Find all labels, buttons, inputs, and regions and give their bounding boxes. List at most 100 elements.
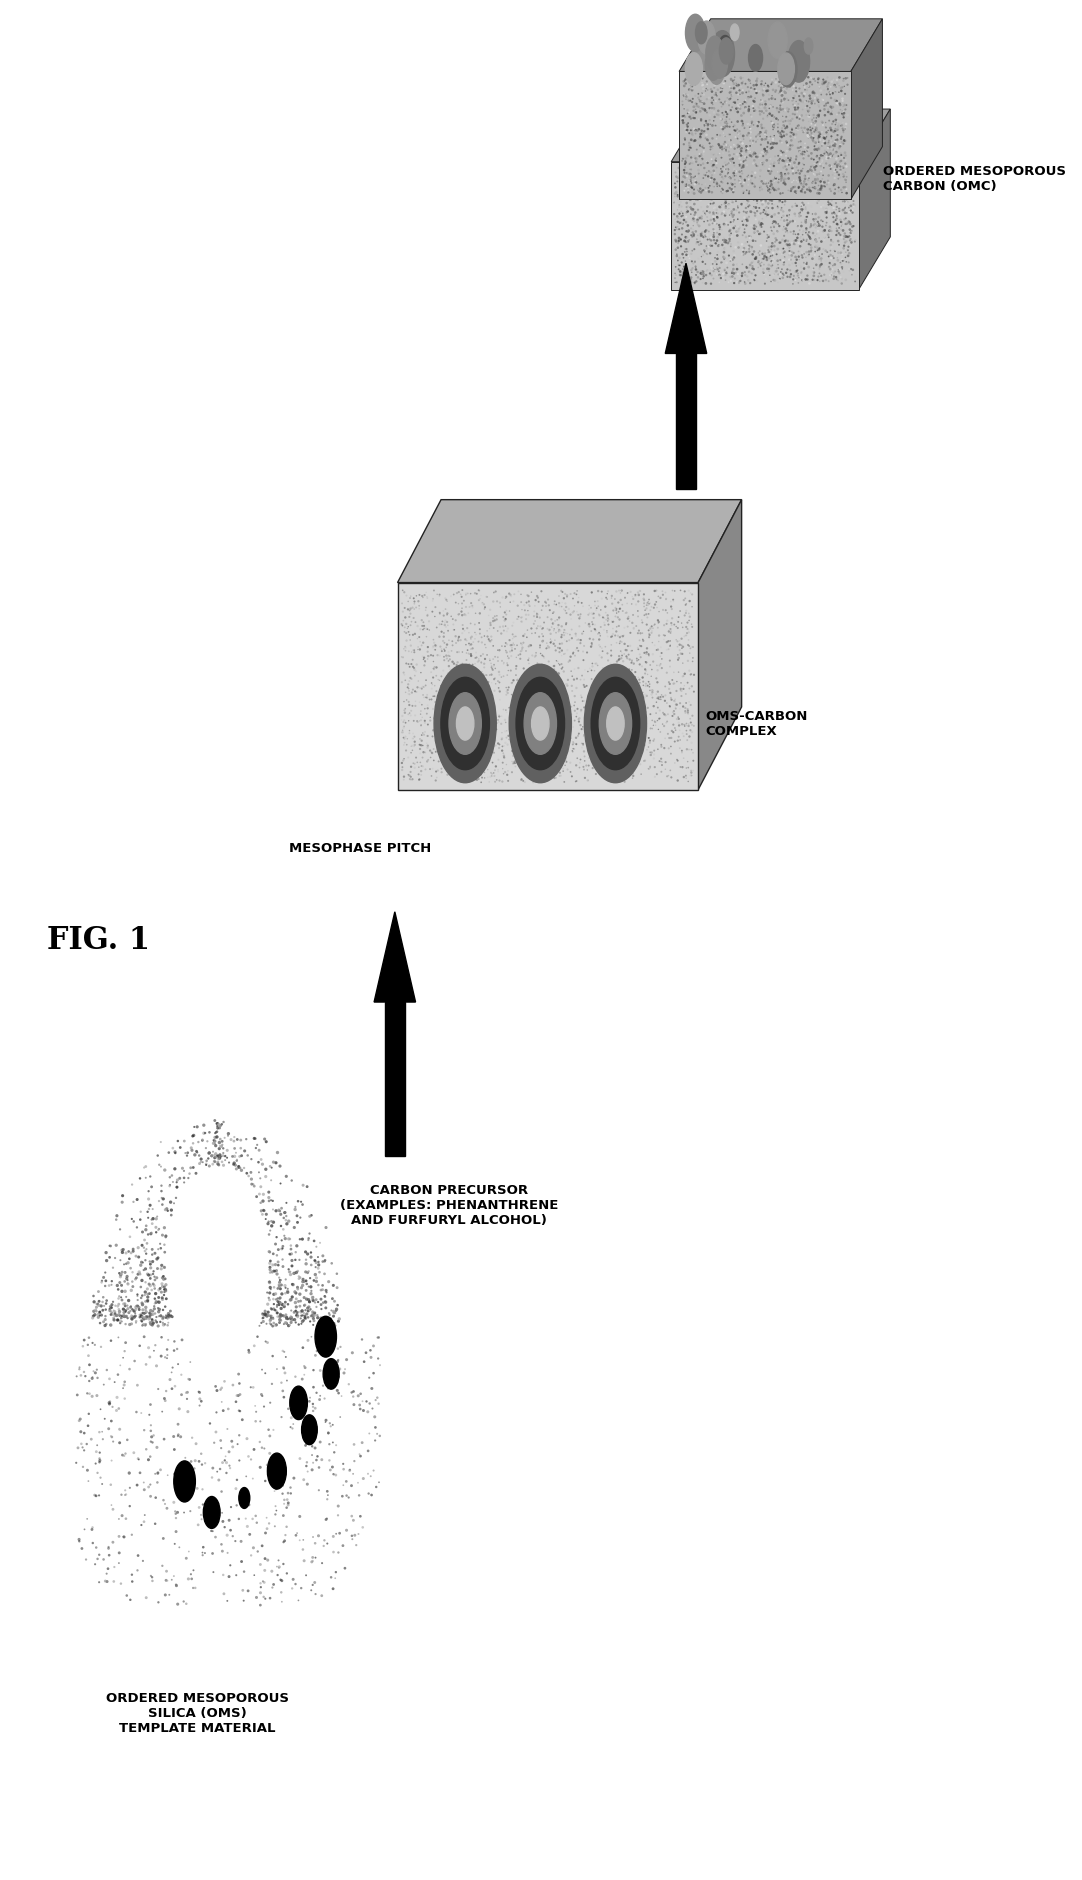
- Point: [748, 126, 765, 156]
- Point: [305, 1307, 322, 1337]
- Point: [709, 226, 726, 256]
- Point: [273, 1577, 290, 1607]
- Point: [471, 575, 488, 605]
- Point: [438, 607, 456, 637]
- Point: [93, 1292, 110, 1322]
- Point: [590, 696, 607, 726]
- Point: [478, 682, 496, 713]
- Point: [673, 675, 690, 705]
- Point: [660, 634, 677, 664]
- Point: [728, 77, 745, 107]
- Point: [146, 1261, 163, 1292]
- Point: [572, 600, 590, 630]
- Point: [822, 259, 840, 290]
- Point: [103, 1446, 120, 1476]
- Point: [493, 583, 511, 613]
- Point: [262, 1258, 279, 1288]
- Point: [778, 135, 795, 165]
- Point: [781, 233, 799, 263]
- Point: [705, 70, 723, 100]
- Point: [531, 630, 549, 660]
- Point: [396, 617, 413, 647]
- Point: [665, 667, 683, 697]
- Point: [821, 188, 839, 218]
- Point: [686, 64, 703, 94]
- Point: [823, 141, 841, 171]
- Point: [395, 746, 412, 776]
- Point: [343, 1378, 360, 1408]
- Point: [270, 1271, 288, 1301]
- Point: [808, 113, 826, 143]
- Point: [435, 619, 452, 649]
- Point: [768, 175, 786, 205]
- Point: [470, 647, 487, 677]
- Point: [122, 1303, 140, 1333]
- Point: [240, 1335, 258, 1365]
- Point: [539, 602, 556, 632]
- Point: [754, 197, 771, 227]
- Point: [739, 261, 756, 291]
- Point: [154, 1184, 171, 1214]
- Point: [279, 1277, 296, 1307]
- Point: [810, 102, 828, 132]
- Point: [766, 180, 783, 211]
- Point: [712, 160, 729, 190]
- Point: [621, 605, 638, 635]
- Point: [313, 1581, 330, 1611]
- Point: [298, 1421, 315, 1451]
- Point: [834, 86, 852, 117]
- Point: [823, 150, 841, 180]
- Point: [677, 709, 695, 739]
- Point: [713, 113, 730, 143]
- Point: [265, 1278, 282, 1308]
- Point: [804, 86, 821, 117]
- Point: [592, 667, 609, 697]
- Point: [240, 1442, 258, 1472]
- Point: [775, 152, 792, 182]
- Point: [183, 1446, 200, 1476]
- Point: [697, 70, 714, 100]
- Point: [713, 214, 730, 244]
- Point: [703, 160, 721, 190]
- Point: [622, 743, 639, 773]
- Point: [715, 209, 733, 239]
- Point: [120, 1297, 137, 1327]
- Point: [791, 229, 808, 259]
- Point: [654, 709, 671, 739]
- Point: [222, 1551, 239, 1581]
- Point: [834, 115, 852, 145]
- Point: [671, 180, 688, 211]
- Point: [717, 207, 735, 237]
- Point: [709, 199, 726, 229]
- Point: [306, 1528, 324, 1559]
- Point: [394, 575, 411, 605]
- Point: [464, 590, 481, 620]
- Point: [576, 632, 593, 662]
- Point: [597, 688, 615, 718]
- Point: [698, 256, 715, 286]
- Point: [400, 666, 418, 696]
- Point: [399, 611, 417, 641]
- Point: [204, 1128, 222, 1158]
- Point: [438, 701, 456, 731]
- Point: [801, 100, 818, 130]
- Point: [458, 579, 475, 609]
- Point: [753, 124, 770, 154]
- Point: [527, 637, 544, 667]
- Point: [750, 162, 767, 192]
- Point: [795, 165, 813, 196]
- Point: [799, 261, 816, 291]
- Point: [816, 128, 833, 158]
- Point: [496, 741, 513, 771]
- Point: [226, 1122, 243, 1152]
- Point: [783, 85, 801, 115]
- Point: [517, 744, 535, 775]
- Point: [728, 164, 745, 194]
- Point: [707, 111, 724, 141]
- Point: [789, 212, 806, 243]
- Point: [675, 761, 692, 791]
- Point: [800, 197, 817, 227]
- Point: [807, 231, 824, 261]
- Point: [97, 1237, 115, 1267]
- Point: [520, 587, 538, 617]
